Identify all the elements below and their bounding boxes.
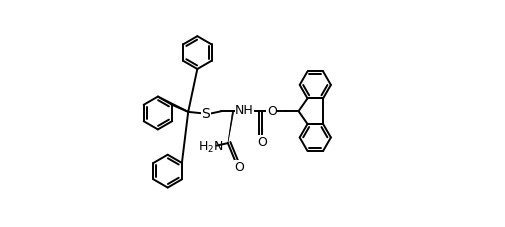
Text: O: O <box>234 160 244 173</box>
Text: S: S <box>201 106 210 120</box>
Text: NH: NH <box>235 103 254 116</box>
Text: H$_2$N: H$_2$N <box>197 140 223 155</box>
Polygon shape <box>228 112 234 143</box>
Text: O: O <box>267 104 277 117</box>
Text: O: O <box>258 135 267 148</box>
